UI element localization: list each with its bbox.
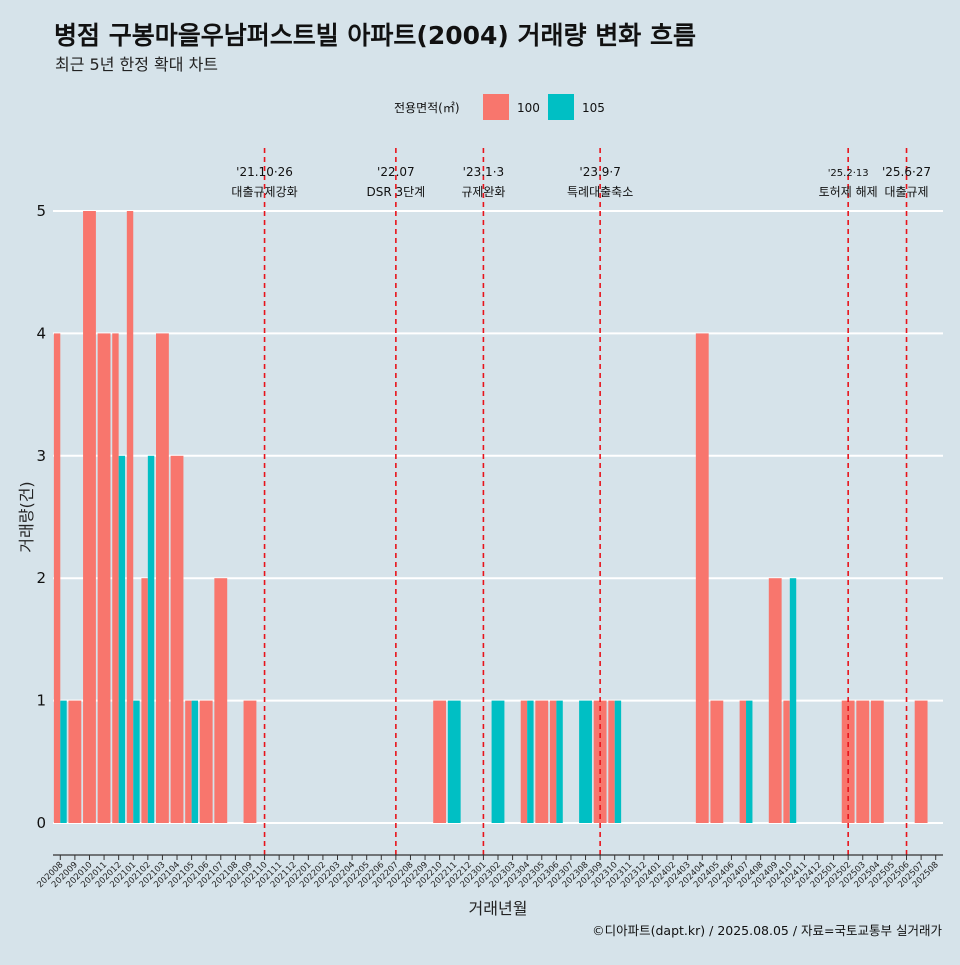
source-caption: ©디아파트(dapt.kr) / 2025.08.05 / 자료=국토교통부 실… xyxy=(592,923,942,938)
legend-label-105: 105 xyxy=(582,101,605,115)
bar-100-202104 xyxy=(170,455,184,823)
event-date-label: '22.07 xyxy=(377,165,415,179)
bar-105-202310 xyxy=(614,700,622,823)
event-date-label: '25.6·27 xyxy=(882,165,931,179)
bar-105-202102 xyxy=(147,455,155,823)
event-desc-label: 규제완화 xyxy=(461,185,505,199)
bar-105-202407 xyxy=(746,700,753,823)
bar-105-202012 xyxy=(118,455,126,823)
bar-100-202102 xyxy=(141,578,148,823)
bar-100-202507 xyxy=(914,700,928,823)
bar-105-202008 xyxy=(60,700,67,823)
legend-title: 전용면적(㎡) xyxy=(394,101,460,115)
chart-subtitle: 최근 5년 한정 확대 차트 xyxy=(55,55,218,74)
x-axis-title: 거래년월 xyxy=(469,899,528,918)
bar-100-202103 xyxy=(156,333,169,823)
event-lines xyxy=(263,148,908,855)
bar-105-202211 xyxy=(447,700,461,823)
y-tick-label: 4 xyxy=(36,324,46,342)
bar-105-202101 xyxy=(133,700,140,823)
bar-100-202304 xyxy=(520,700,528,823)
bar-100-202101 xyxy=(126,211,134,823)
bar-100-202306 xyxy=(549,700,557,823)
y-tick-label: 3 xyxy=(36,447,46,465)
event-date-label: '25.2·13 xyxy=(828,168,869,179)
bar-100-202305 xyxy=(535,700,549,823)
legend-label-100: 100 xyxy=(517,101,540,115)
bar-100-202310 xyxy=(608,700,615,823)
bars xyxy=(53,211,928,823)
bar-100-202107 xyxy=(214,578,228,823)
bar-105-202304 xyxy=(527,700,534,823)
event-date-label: '23.1·3 xyxy=(463,165,504,179)
bar-100-202503 xyxy=(856,700,870,823)
event-annotations: '21.10·26 대출규제강화 '22.07 DSR 3단계 '23.1·3 규제완화 '… xyxy=(231,165,931,199)
bar-100-202210 xyxy=(433,700,447,823)
bar-100-202105 xyxy=(185,700,192,823)
event-date-label: '21.10·26 xyxy=(236,165,293,179)
chart-title: 병점 구봉마을우남퍼스트빌 아파트(2004) 거래량 변화 흐름 xyxy=(54,21,696,50)
y-tick-label: 0 xyxy=(36,814,46,832)
bar-100-202407 xyxy=(739,700,747,823)
x-axis: 2020082020092020102020112020122021012021… xyxy=(35,854,943,890)
event-desc-label: 토허제 해제 xyxy=(819,185,878,199)
event-desc-label: 특례대출축소 xyxy=(567,185,633,199)
legend-swatch-105 xyxy=(548,94,574,120)
bar-100-202409 xyxy=(768,578,782,823)
bar-100-202012 xyxy=(112,333,119,823)
bar-105-202306 xyxy=(556,700,563,823)
legend: 전용면적(㎡) 100 105 xyxy=(394,94,605,120)
y-tick-label: 2 xyxy=(36,569,46,587)
bar-105-202308 xyxy=(579,700,592,823)
y-axis-ticks: 0 1 2 3 4 5 xyxy=(36,202,46,832)
bar-100-202109 xyxy=(243,700,257,823)
bar-100-202106 xyxy=(199,700,213,823)
bar-100-202010 xyxy=(83,211,96,823)
y-tick-label: 5 xyxy=(36,202,46,220)
bar-100-202405 xyxy=(710,700,724,823)
event-desc-label: 대출규제 xyxy=(884,185,928,199)
bar-105-202302 xyxy=(491,700,505,823)
bar-100-202404 xyxy=(695,333,709,823)
bar-100-202410 xyxy=(783,700,790,823)
bar-100-202504 xyxy=(870,700,884,823)
bar-100-202009 xyxy=(68,700,82,823)
y-axis-title: 거래량(건) xyxy=(17,481,36,552)
bar-100-202011 xyxy=(97,333,111,823)
legend-swatch-100 xyxy=(483,94,509,120)
y-tick-label: 1 xyxy=(36,692,46,710)
bar-105-202105 xyxy=(191,700,199,823)
event-date-label: '23.9·7 xyxy=(579,165,620,179)
event-desc-label: DSR 3단계 xyxy=(367,185,426,199)
event-desc-label: 대출규제강화 xyxy=(231,185,297,199)
bar-100-202008 xyxy=(53,333,61,823)
bar-105-202410 xyxy=(789,578,797,823)
